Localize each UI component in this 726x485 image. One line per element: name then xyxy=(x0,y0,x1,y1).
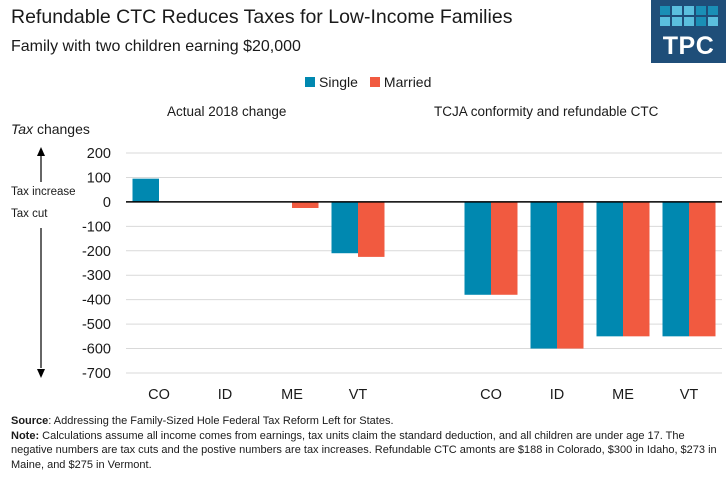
source-text: : Addressing the Family-Sized Hole Feder… xyxy=(48,415,394,427)
x-tick-label: VT xyxy=(349,387,368,403)
y-tick-label: -200 xyxy=(82,244,111,260)
legend-item-married: Married xyxy=(369,74,432,90)
y-tick-labels: 200 100 0 -100 -200 -300 -400 -500 -600 -700 xyxy=(82,146,111,382)
y-axis-title-italic: Tax xyxy=(11,121,34,137)
legend-item-single: Single xyxy=(305,74,358,90)
note-label: Note: xyxy=(11,429,40,442)
logo-tile xyxy=(684,6,694,15)
y-tick-label: -400 xyxy=(82,293,111,309)
up-arrow-icon xyxy=(37,147,45,156)
bar-married-id xyxy=(557,201,584,349)
bar-chart: 200 100 0 -100 -200 -300 -400 -500 -600 -700 CO ID… xyxy=(37,146,722,403)
y-axis-title: Tax changes xyxy=(11,121,90,137)
chart-subtitle: Family with two children earning $20,000 xyxy=(11,38,301,55)
logo-tile xyxy=(672,6,682,15)
y-tick-label: -100 xyxy=(82,219,111,235)
note-text: Calculations assume all income comes fro… xyxy=(11,429,717,471)
x-tick-labels: CO ID ME VT CO ID ME VT xyxy=(148,387,698,403)
bar-single-id xyxy=(530,201,557,349)
direction-arrows xyxy=(37,147,45,378)
tax-increase-label: Tax increase xyxy=(11,186,76,198)
logo-tile-grid xyxy=(660,6,718,26)
bar-single-vt xyxy=(331,201,358,254)
source-note: Source: Addressing the Family-Sized Hole… xyxy=(11,414,721,429)
x-tick-label: VT xyxy=(680,387,699,403)
bars xyxy=(132,178,716,349)
tpc-logo: TPC xyxy=(651,0,726,63)
bar-single-co xyxy=(132,178,159,202)
x-tick-label: ME xyxy=(612,387,634,403)
legend-swatch-married xyxy=(369,77,380,87)
logo-text: TPC xyxy=(662,32,715,60)
chart-title: Refundable CTC Reduces Taxes for Low-Inc… xyxy=(11,6,513,28)
legend-label-married: Married xyxy=(383,74,432,90)
legend: Single Married xyxy=(305,74,443,90)
y-tick-label: 0 xyxy=(103,195,111,211)
logo-tile xyxy=(684,17,694,26)
legend-swatch-single xyxy=(305,77,315,87)
x-tick-label: CO xyxy=(480,387,502,403)
y-tick-label: -300 xyxy=(82,268,111,284)
y-axis-title-rest: changes xyxy=(33,121,90,137)
logo-tile xyxy=(696,6,706,15)
note: Note: Calculations assume all income com… xyxy=(11,429,721,473)
logo-tile xyxy=(660,17,670,26)
logo-tile xyxy=(660,6,670,15)
bar-single-vt xyxy=(662,201,689,337)
legend-label-single: Single xyxy=(319,74,358,90)
bar-single-me xyxy=(596,201,623,337)
x-tick-label: ID xyxy=(218,387,233,403)
logo-tile xyxy=(708,17,718,26)
x-tick-label: CO xyxy=(148,387,170,403)
panel-title-tcja: TCJA conformity and refundable CTC xyxy=(434,104,659,119)
x-tick-label: ID xyxy=(550,387,565,403)
y-tick-label: 200 xyxy=(87,146,111,162)
source-label: Source xyxy=(11,415,49,427)
bar-married-me xyxy=(623,201,650,337)
x-tick-label: ME xyxy=(281,387,303,403)
y-tick-label: -700 xyxy=(82,366,111,382)
bar-married-vt xyxy=(358,201,385,257)
y-tick-label: 100 xyxy=(87,170,111,186)
bar-married-co xyxy=(491,201,518,295)
logo-tile xyxy=(696,17,706,26)
down-arrow-icon xyxy=(37,369,45,378)
logo-tile xyxy=(672,17,682,26)
logo-tile xyxy=(708,6,718,15)
bar-single-co xyxy=(464,201,491,295)
panel-title-actual: Actual 2018 change xyxy=(167,104,287,119)
tax-cut-label: Tax cut xyxy=(11,208,48,220)
bar-married-vt xyxy=(689,201,716,337)
footnotes: Source: Addressing the Family-Sized Hole… xyxy=(11,414,721,472)
y-tick-label: -500 xyxy=(82,317,111,333)
bar-married-me xyxy=(292,201,319,208)
y-tick-label: -600 xyxy=(82,342,111,358)
